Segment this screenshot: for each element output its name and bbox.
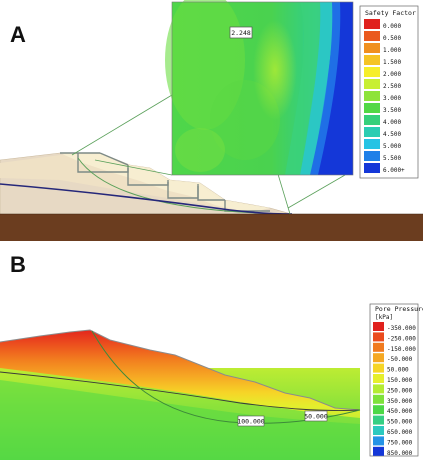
pore-pressure-legend-swatch [373, 363, 384, 373]
svg-text:50.000: 50.000 [304, 413, 328, 421]
safety-factor-legend-swatch [364, 31, 380, 41]
pore-pressure-legend-label: -350.000 [387, 325, 416, 332]
pore-pressure-legend-swatch [373, 342, 384, 352]
pore-pressure-legend-label: 650.000 [387, 429, 413, 436]
safety-factor-legend-swatch [364, 79, 380, 89]
safety-factor-legend-swatch [364, 43, 380, 53]
terrace-facets [60, 153, 270, 213]
safety-factor-legend-label: 3.500 [383, 107, 401, 114]
safety-factor-legend-label: 0.000 [383, 23, 401, 30]
pore-pressure-legend-swatch [373, 426, 384, 435]
safety-factor-legend: Safety Factor 0.000 0.500 1.000 1.500 2.000 2… [359, 5, 419, 179]
pore-pressure-legend-swatch [373, 384, 384, 394]
safety-factor-legend-label: 5.000 [383, 143, 401, 150]
legend-unit-b: [kPa] [375, 314, 393, 321]
panel-b: B 100.000 50.000 Pore Pressure [kPa] -35… [0, 250, 423, 460]
pore-pressure-legend-swatch [373, 374, 384, 383]
legend-title-b: Pore Pressure [375, 305, 423, 313]
safety-factor-legend-label: 5.500 [383, 155, 401, 162]
pore-pressure-legend-swatch [373, 446, 384, 456]
safety-factor-legend-swatch [364, 91, 380, 101]
callout-value: 2.248 [231, 29, 251, 37]
panel-a: A [0, 0, 423, 241]
panel-b-figure: B 100.000 50.000 Pore Pressure [kPa] -35… [0, 252, 423, 460]
safety-factor-legend-label: 1.000 [383, 47, 401, 54]
pore-pressure-legend-swatch [373, 394, 384, 404]
safety-factor-legend-label: 6.000+ [383, 167, 405, 174]
contour-label-100: 100.000 [237, 415, 265, 427]
safety-factor-legend-label: 3.000 [383, 95, 401, 102]
pore-pressure-legend-label: 850.000 [387, 450, 413, 457]
panel-a-letter: A [10, 22, 26, 47]
pore-pressure-legend-label: 50.000 [387, 367, 409, 374]
safety-factor-legend-swatch [364, 139, 380, 149]
safety-factor-legend-swatch [364, 55, 380, 65]
safety-factor-legend-swatch [364, 67, 380, 77]
panel-a-figure: A [0, 0, 423, 241]
pore-pressure-legend: Pore Pressure [kPa] -350.000 -250.000 -150… [369, 303, 423, 457]
safety-factor-legend-label: 0.500 [383, 35, 401, 42]
pore-pressure-legend-swatch [373, 322, 384, 331]
safety-factor-legend-label: 2.000 [383, 71, 401, 78]
pore-pressure-legend-swatch [373, 436, 384, 446]
pore-pressure-legend-label: 250.000 [387, 387, 413, 394]
panel-b-letter: B [10, 252, 26, 277]
safety-factor-zoom-inset [165, 0, 354, 176]
safety-factor-legend-swatch [364, 151, 380, 161]
safety-factor-legend-swatch [364, 103, 380, 113]
pore-pressure-legend-label: 350.000 [387, 398, 413, 405]
pore-pressure-legend-label: -150.000 [387, 346, 416, 353]
pore-pressure-legend-label: -50.000 [387, 356, 413, 363]
pore-pressure-legend-swatch [373, 353, 384, 363]
safety-factor-legend-label: 4.000 [383, 119, 401, 126]
pore-pressure-legend-swatch [373, 405, 384, 415]
svg-text:100.000: 100.000 [237, 418, 264, 426]
safety-factor-legend-swatch [364, 19, 380, 29]
safety-factor-legend-label: 2.500 [383, 83, 401, 90]
safety-factor-callout: 2.248 [229, 26, 253, 39]
pore-pressure-legend-swatch [373, 415, 384, 425]
phreatic-line [0, 371, 361, 411]
slope-surface-line [0, 329, 361, 411]
bedrock-layer [0, 214, 423, 241]
safety-factor-legend-swatch [364, 163, 380, 173]
safety-factor-legend-swatch [364, 127, 380, 137]
contour-label-50: 50.000 [304, 410, 328, 422]
pore-pressure-legend-label: -250.000 [387, 335, 416, 342]
pore-pressure-legend-label: 550.000 [387, 419, 413, 426]
pore-pressure-legend-swatch [373, 332, 384, 342]
water-table-line [0, 183, 293, 215]
safety-factor-legend-label: 4.500 [383, 131, 401, 138]
pore-pressure-legend-label: 750.000 [387, 439, 413, 446]
legend-title: Safety Factor [365, 9, 416, 17]
pore-pressure-legend-label: 450.000 [387, 408, 413, 415]
safety-factor-legend-swatch [364, 115, 380, 125]
safety-factor-legend-label: 1.500 [383, 59, 401, 66]
pore-pressure-legend-label: 150.000 [387, 377, 413, 384]
